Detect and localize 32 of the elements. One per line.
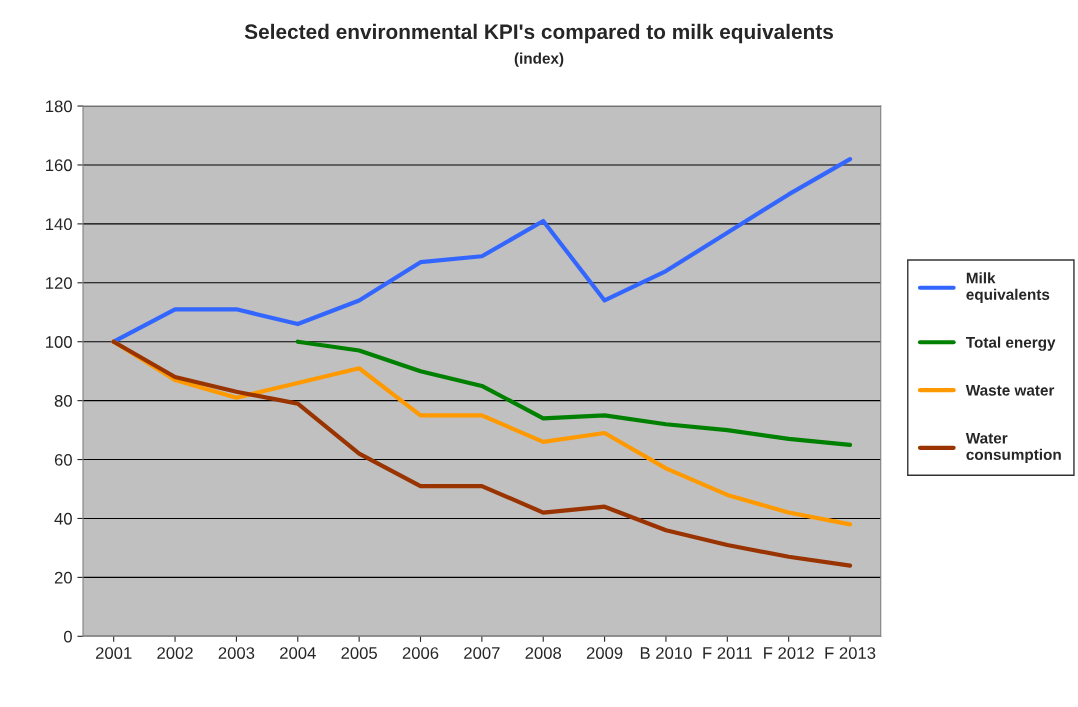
x-tick-label: 2009: [586, 647, 623, 659]
y-tick-label: 140: [46, 218, 72, 231]
x-tick-label: 2001: [95, 647, 132, 659]
y-tick-label: 120: [46, 277, 72, 289]
y-tick-label: 100: [46, 336, 72, 348]
line-series: [295, 339, 853, 447]
y-tick-label: 60: [54, 453, 72, 466]
line-series: [111, 156, 853, 344]
x-tick-label: 2006: [402, 647, 439, 659]
x-tick-label: F 2013: [825, 647, 876, 659]
legend-label: Waste water: [965, 385, 1055, 396]
x-tick-label: 2002: [157, 647, 193, 659]
y-tick-label: 180: [46, 100, 72, 113]
x-tick-label: B 2010: [640, 647, 692, 659]
chart-subtitle: (index): [514, 52, 564, 67]
x-tick-label: 2008: [525, 647, 562, 659]
chart-title: Selected environmental KPI's compared to milk equivalents: [244, 23, 833, 44]
y-tick-label: 0: [63, 630, 72, 643]
x-tick-label: 2005: [341, 647, 377, 659]
x-tick-label: F 2011: [703, 647, 752, 659]
x-tick-label: 2007: [464, 647, 500, 659]
x-tick-label: F 2012: [764, 647, 814, 659]
y-tick-label: 80: [54, 395, 72, 407]
legend-label: Milk equivalents: [966, 272, 1050, 303]
y-tick-label: 160: [46, 159, 72, 172]
line-series: [111, 339, 853, 568]
x-tick-label: 2004: [280, 647, 316, 659]
legend-label: Water consumption: [965, 432, 1061, 464]
y-tick-label: 40: [54, 512, 72, 525]
legend-label: Total energy: [966, 336, 1056, 351]
y-tick-label: 20: [54, 571, 72, 584]
x-tick-label: 2003: [218, 647, 255, 659]
